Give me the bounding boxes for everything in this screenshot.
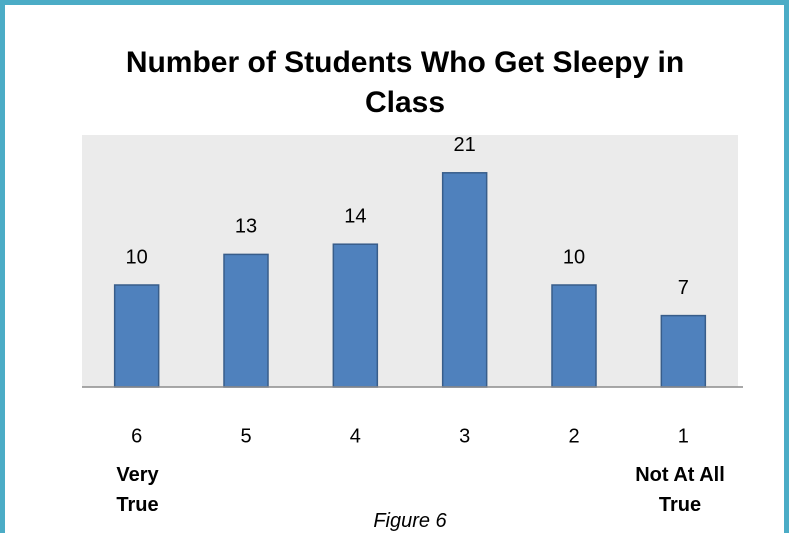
x-tick-label: 5: [240, 425, 251, 447]
bar: [441, 172, 488, 388]
bar: [332, 243, 379, 388]
data-label: 7: [678, 277, 689, 299]
caption: Figure 6: [373, 510, 447, 532]
data-label: 14: [344, 205, 366, 227]
bar: [113, 284, 160, 388]
annotation: Not At All True: [635, 464, 725, 516]
data-label: 21: [454, 134, 476, 156]
x-tick-label: 3: [459, 425, 470, 447]
data-label: 13: [235, 216, 257, 238]
chart-title: Number of Students Who Get Sleepy in Cla…: [125, 46, 685, 119]
chart: 6 10 5 13 4 14 3 21 2 10 1 7: [82, 134, 743, 447]
bar: [223, 253, 269, 388]
bar: [660, 314, 707, 388]
data-label: 10: [563, 246, 585, 268]
x-tick-label: 2: [568, 425, 579, 447]
bar: [551, 284, 597, 388]
annotation: Very True: [116, 464, 159, 516]
x-tick-label: 6: [131, 425, 142, 447]
data-label: 10: [126, 246, 148, 268]
x-tick-label: 4: [350, 425, 361, 447]
x-tick-label: 1: [678, 425, 689, 447]
plot-area: [82, 135, 738, 387]
